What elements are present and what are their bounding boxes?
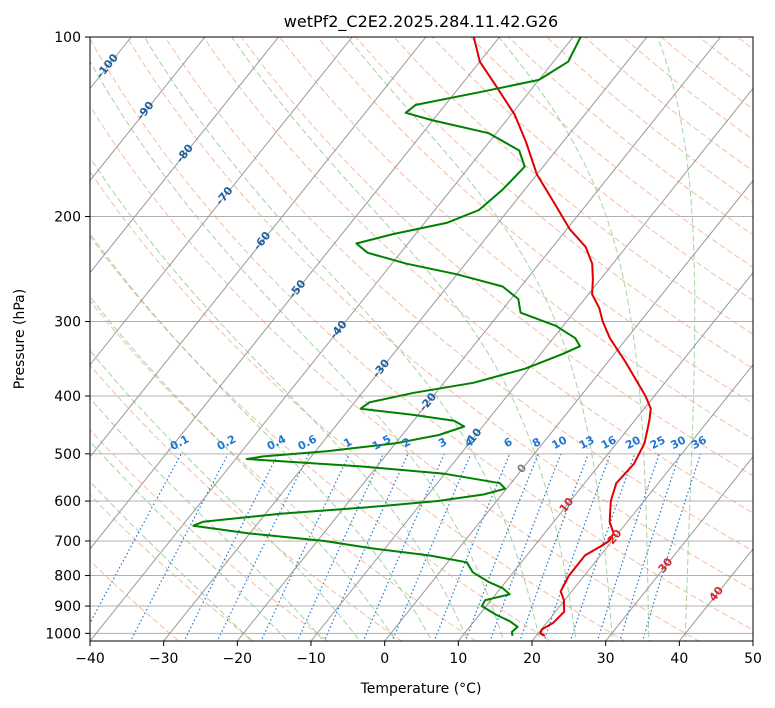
moist-adiabat	[90, 349, 361, 641]
x-tick-label: 30	[597, 651, 615, 667]
isotherm-line	[384, 179, 753, 641]
isotherm-line	[90, 37, 427, 458]
dry-adiabat	[90, 428, 329, 641]
x-tick-label: −20	[223, 651, 253, 667]
isotherm-line	[163, 37, 648, 641]
mixing-ratio-line	[596, 453, 660, 641]
isotherm-line	[531, 363, 753, 641]
mixing-ratio-line	[489, 453, 562, 641]
y-tick-label: 600	[54, 494, 81, 510]
x-tick-label: 40	[670, 651, 688, 667]
y-tick-label: 700	[54, 534, 81, 550]
moist-adiabat	[90, 440, 289, 641]
mixing-ratio-label: 36	[689, 433, 709, 452]
x-tick-label: −40	[75, 651, 105, 667]
mixing-ratio-line	[464, 453, 539, 641]
isotherm-line	[90, 37, 500, 550]
mixing-ratio-label: 10	[550, 433, 570, 452]
dry-adiabat	[126, 37, 753, 591]
isotherm-line	[90, 37, 353, 366]
profile-lines	[192, 37, 652, 637]
isotherm-line	[90, 37, 279, 274]
mixing-ratio-line	[543, 453, 611, 641]
x-axis: −40 −30 −20 −10 0 10 20 30 40 50	[75, 641, 762, 667]
y-tick-label: 500	[54, 447, 81, 463]
mixing-ratio-line	[569, 453, 636, 641]
mixing-ratio-label: 16	[599, 433, 619, 452]
dry-adiabat	[90, 105, 700, 641]
moist-adiabat	[498, 37, 650, 641]
dewpoint-line	[192, 37, 582, 637]
dry-adiabat	[90, 559, 180, 641]
dry-adiabat	[202, 37, 753, 514]
mixing-ratio-line	[619, 453, 681, 641]
y-tick-label: 800	[54, 569, 81, 585]
dry-adiabat	[355, 37, 753, 370]
isotherm-line	[605, 456, 753, 641]
y-axis: 100 200 300 400 500 600 700 800 900 1000	[45, 30, 90, 642]
mixing-ratio-line	[362, 453, 445, 641]
x-tick-label: 50	[744, 651, 762, 667]
y-tick-label: 100	[54, 30, 81, 46]
isotherm-line	[310, 87, 753, 641]
y-axis-label: Pressure (hPa)	[12, 289, 28, 389]
moist-adiabat	[143, 37, 541, 641]
mixing-ratio-line	[641, 453, 702, 641]
x-tick-label: 0	[380, 651, 389, 667]
x-tick-label: 20	[523, 651, 541, 667]
dry-adiabat	[90, 364, 403, 641]
mixing-ratio-line	[391, 453, 472, 641]
mixing-ratio-line	[260, 453, 351, 641]
dry-adiabat	[164, 37, 753, 552]
x-tick-label: −10	[296, 651, 326, 667]
dry-adiabat	[90, 235, 552, 641]
x-tick-label: 10	[449, 651, 467, 667]
mixing-ratio-line	[216, 453, 310, 641]
moist-adiabat	[346, 37, 613, 641]
x-axis-label: Temperature (°C)	[360, 681, 482, 697]
chart-title: wetPf2_C2E2.2025.284.11.42.G26	[284, 12, 558, 32]
moist-adiabat	[90, 60, 505, 641]
y-tick-label: 400	[54, 389, 81, 405]
mixing-ratio-label: 20	[623, 433, 643, 452]
mixing-ratio-line	[90, 453, 182, 625]
y-tick-label: 200	[54, 210, 81, 226]
moist-adiabat	[90, 397, 325, 641]
isotherm-line	[90, 37, 206, 182]
y-tick-label: 900	[54, 599, 81, 615]
moist-adiabat	[90, 232, 433, 641]
background-lines	[90, 37, 753, 641]
dry-adiabat	[90, 300, 477, 641]
temperature-line	[472, 37, 652, 637]
y-tick-label: 300	[54, 315, 81, 331]
x-tick-label: −30	[149, 651, 179, 667]
plot-frame	[89, 36, 754, 642]
mixing-ratio-line	[129, 453, 229, 641]
moist-adiabat	[90, 156, 469, 641]
mixing-ratio-label: 30	[668, 433, 688, 452]
dry-adiabat	[278, 37, 753, 440]
mixing-ratio-label: 25	[648, 433, 668, 452]
moist-adiabat	[657, 37, 696, 641]
dry-adiabat	[431, 37, 753, 302]
mixing-ratio-line	[433, 453, 511, 641]
isotherm-line	[90, 37, 574, 641]
dry-adiabat	[90, 494, 254, 641]
y-tick-label: 1000	[45, 626, 81, 642]
isotherm-line	[457, 271, 753, 641]
mixing-ratio-label: 13	[577, 433, 597, 452]
dry-adiabat	[240, 37, 753, 477]
mixing-ratio-line	[519, 453, 589, 641]
